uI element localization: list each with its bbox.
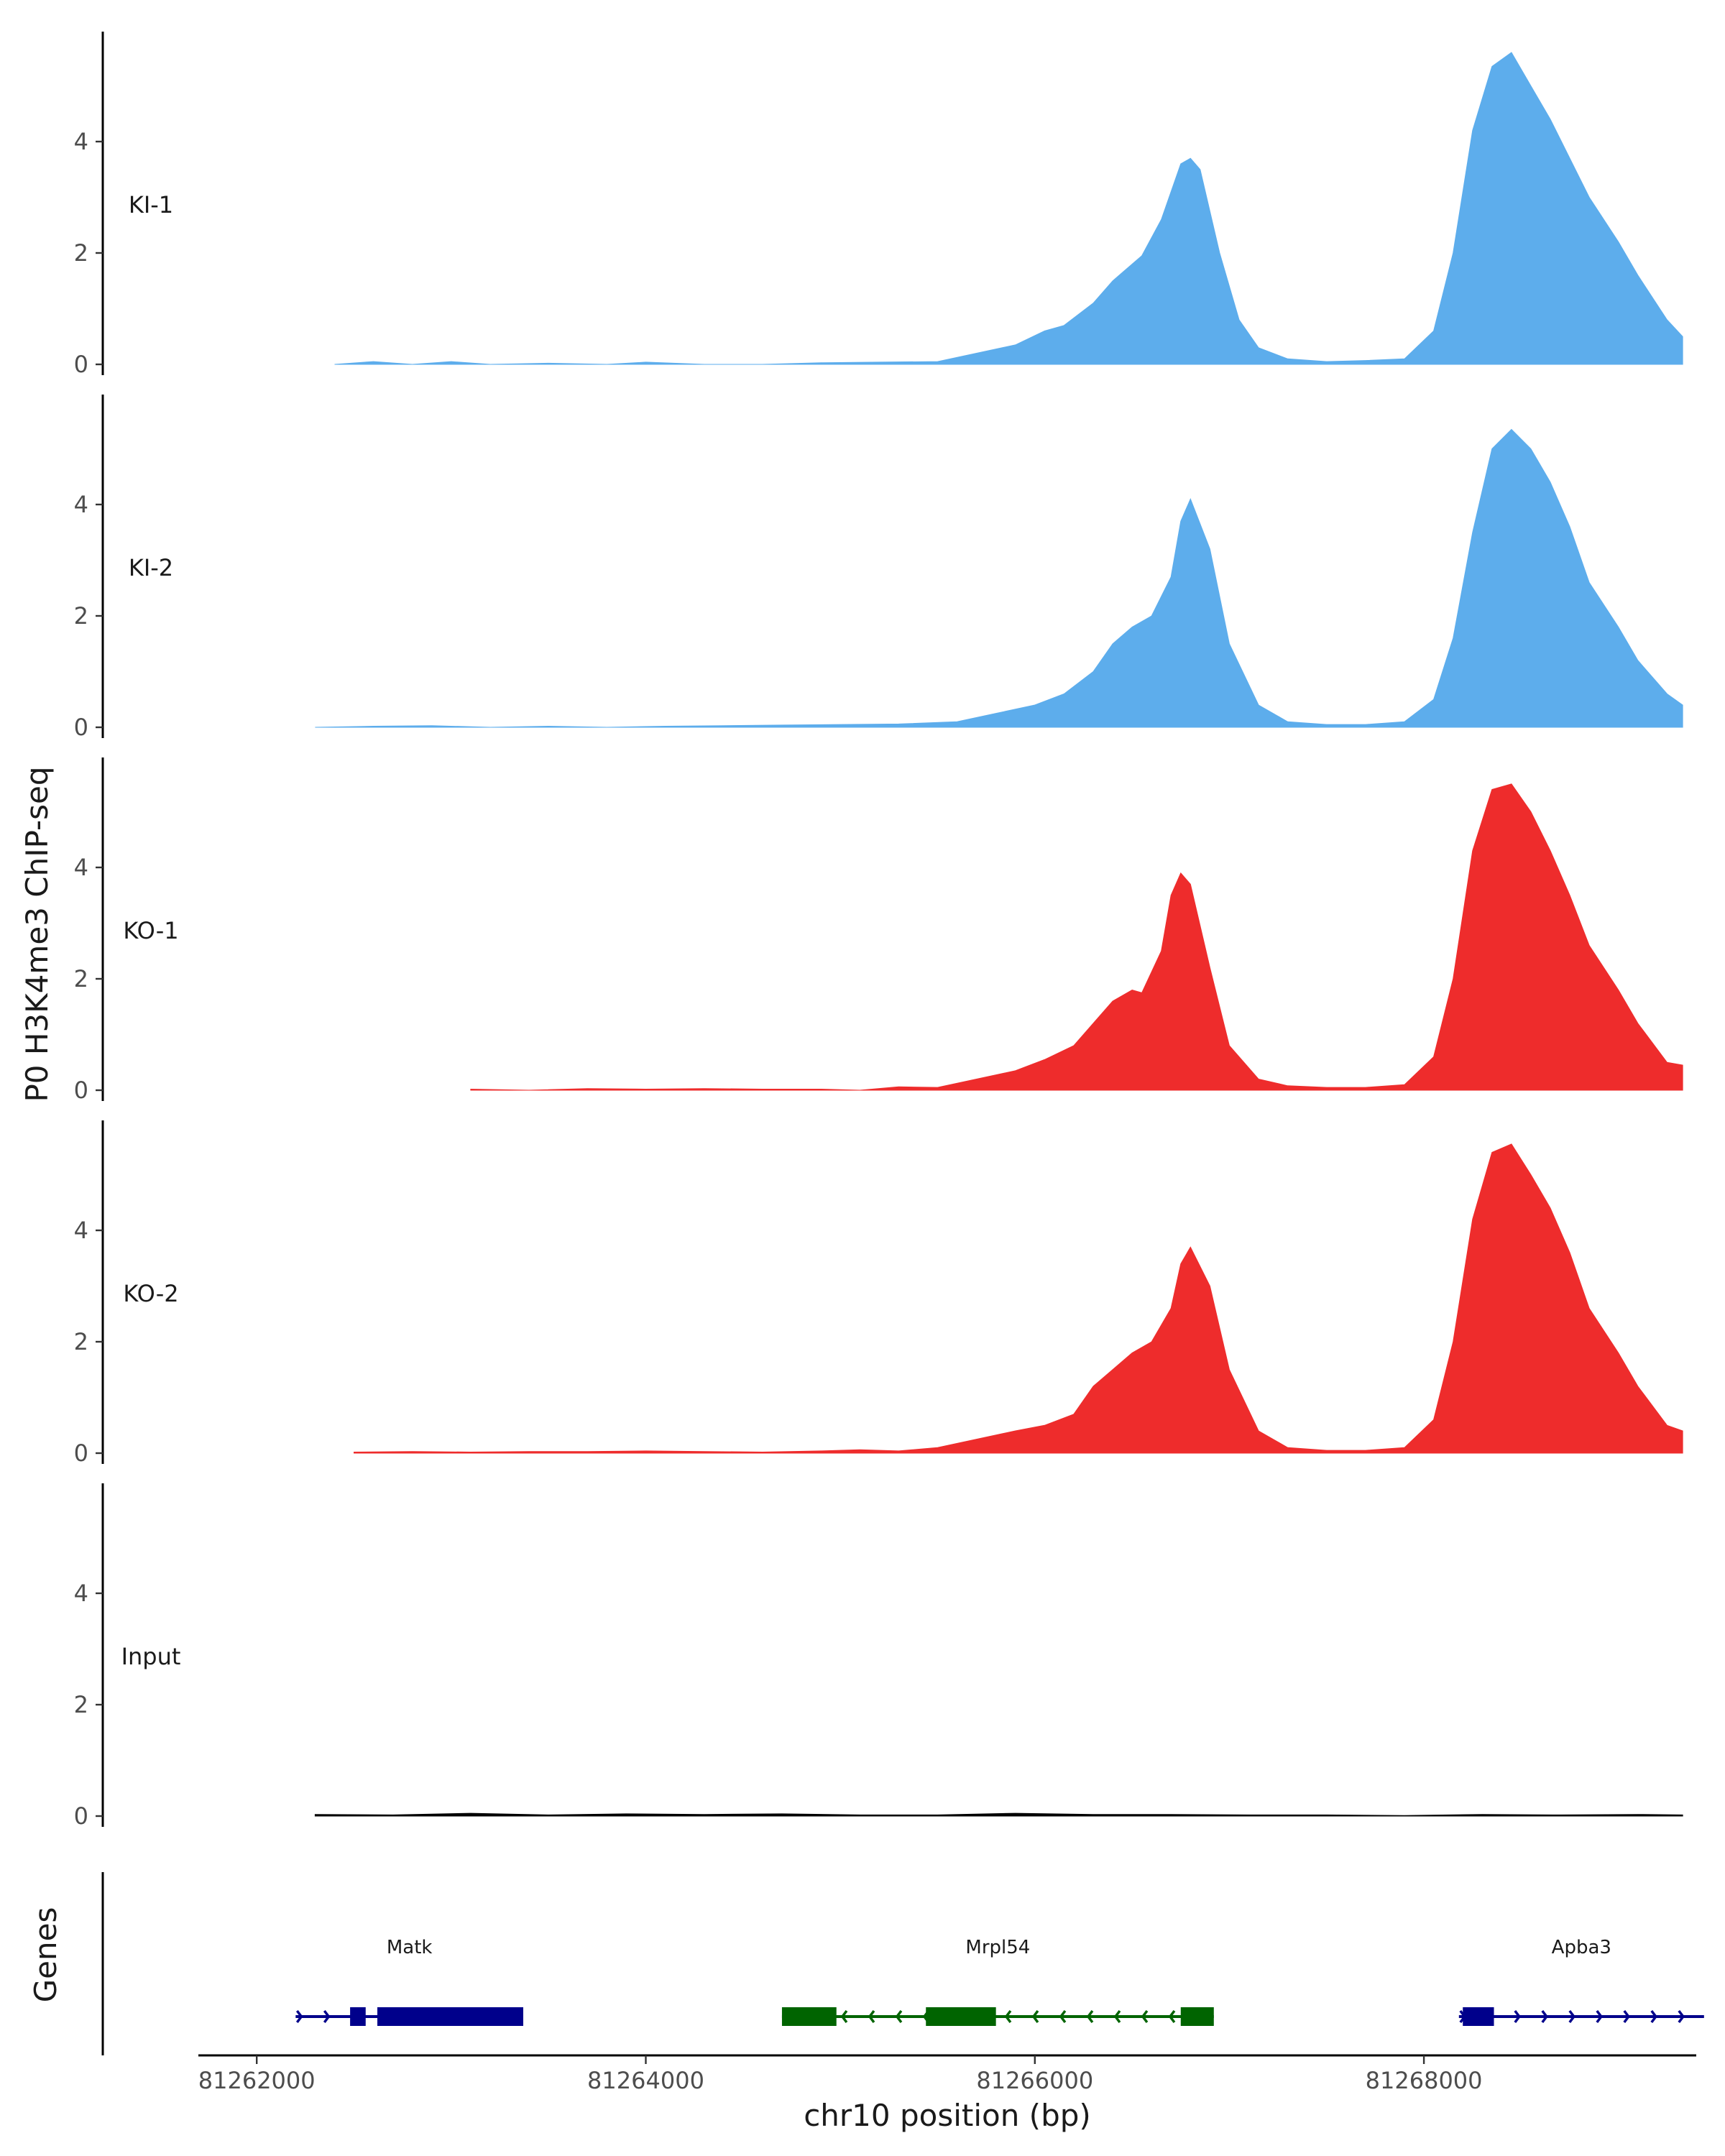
track-input: 0 2 4 Input [74,1483,1683,1830]
track-input-signal-area [314,1812,1683,1817]
strand-arrow [1168,2009,1176,2024]
y-tick-label: 2 [74,1691,88,1718]
strand-arrow [1541,2009,1548,2024]
gene-mrpl54: Mrpl54 [781,1937,1214,2026]
strand-arrow [1004,2009,1012,2024]
gene-mrpl54-label: Mrpl54 [965,1937,1030,1958]
y-tick-label: 0 [74,1802,88,1830]
y-tick-label: 4 [74,491,88,518]
strand-arrow [895,2009,903,2024]
y-tick-label: 0 [74,1439,88,1467]
y-tick-label: 2 [74,239,88,267]
strand-arrow [1141,2009,1149,2024]
x-tick-label: 81264000 [587,2067,704,2094]
genes-axis-title: Genes [28,1907,63,2003]
strand-arrow [1678,2009,1685,2024]
track-ko-1-signal-area [470,783,1683,1091]
strand-arrow [295,2009,303,2024]
strand-arrow [1031,2009,1039,2024]
gene-mrpl54-exon [926,2007,996,2026]
x-tick-label: 81266000 [976,2067,1093,2094]
signal-tracks: 0 2 4 KI-1 0 2 4 KI-2 0 2 4 KO-1 0 2 4 KO-2 0 2 4 Input [74,32,1683,1830]
track-ki-1: 0 2 4 KI-1 [74,32,1683,378]
track-label: KO-2 [123,1280,178,1307]
track-ko-2: 0 2 4 KO-2 [74,1120,1683,1467]
y-tick-label: 0 [74,1077,88,1104]
gene-matk-label: Matk [387,1937,433,1958]
gene-mrpl54-exon [781,2007,837,2026]
gene-matk-exon [350,2007,366,2026]
gene-models: Matk Mrpl54 Apba3 [295,1937,1704,2026]
strand-arrow [840,2009,848,2024]
gene-apba3: Apba3 [1458,1937,1704,2026]
gene-apba3-label: Apba3 [1552,1937,1611,1958]
y-tick-label: 0 [74,351,88,378]
gene-annotation-panel: Genes Matk Mrpl54 Apba3 [28,1872,1704,2055]
track-label: Input [121,1643,181,1670]
y-tick-label: 4 [74,128,88,155]
x-axis-title: chr10 position (bp) [804,2098,1091,2133]
track-ko-2-signal-area [354,1143,1683,1454]
strand-arrow [1568,2009,1576,2024]
strand-arrow [1514,2009,1521,2024]
strand-arrow [323,2009,331,2024]
track-ko-1: 0 2 4 KO-1 [74,757,1683,1104]
strand-arrow [1596,2009,1603,2024]
y-tick-label: 4 [74,854,88,881]
x-axis: 81262000 81264000 81266000 81268000 chr10 p… [198,2054,1696,2133]
track-label: KI-2 [129,554,173,581]
track-ki-2-signal-area [315,428,1683,728]
x-tick-label: 81268000 [1366,2067,1483,2094]
x-tick-label: 81262000 [198,2067,316,2094]
gene-mrpl54-exon [1180,2007,1214,2026]
track-label: KI-1 [129,191,173,218]
x-axis-ticks: 81262000 81264000 81266000 81268000 [198,2055,1483,2094]
y-tick-label: 2 [74,602,88,630]
y-tick-label: 2 [74,1328,88,1355]
track-ki-2: 0 2 4 KI-2 [74,395,1683,741]
track-label: KO-1 [123,917,178,944]
y-tick-label: 0 [74,714,88,741]
y-axis-title: P0 H3K4me3 ChIP-seq [19,766,55,1102]
gene-matk-exon [377,2007,523,2026]
y-tick-label: 2 [74,965,88,992]
y-tick-label: 4 [74,1217,88,1244]
strand-arrow [1086,2009,1094,2024]
gene-matk: Matk [295,1937,523,2026]
y-tick-label: 4 [74,1580,88,1607]
strand-arrow [1623,2009,1630,2024]
track-ki-1-signal-area [334,52,1683,365]
gene-apba3-exon [1463,2007,1494,2026]
strand-arrow [1650,2009,1657,2024]
strand-arrow [1113,2009,1121,2024]
strand-arrow [868,2009,875,2024]
strand-arrow [1059,2009,1067,2024]
